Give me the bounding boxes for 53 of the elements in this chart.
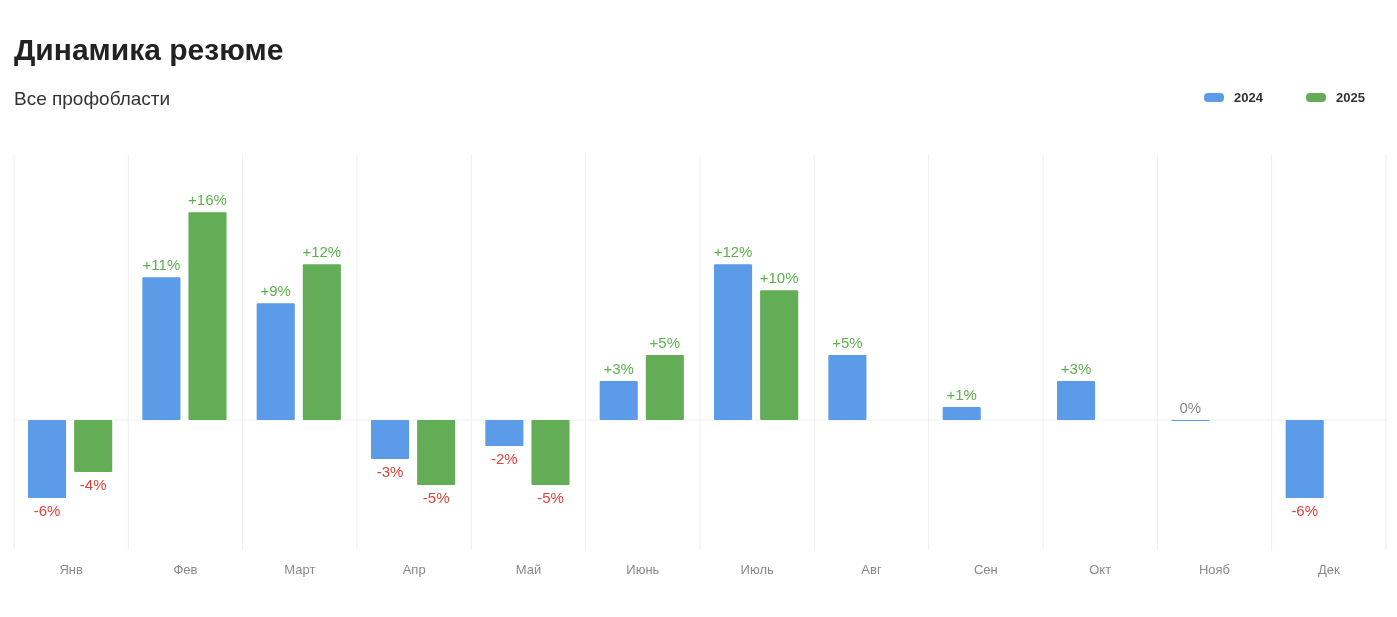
data-label: 0% xyxy=(1179,399,1202,417)
bar xyxy=(74,420,113,473)
data-label: +1% xyxy=(946,386,977,404)
data-label: -6% xyxy=(33,502,61,520)
bar xyxy=(256,303,295,421)
legend-label: 2025 xyxy=(1336,90,1365,105)
bar xyxy=(760,290,799,421)
data-label: -2% xyxy=(491,450,518,468)
x-tick-label: Окт xyxy=(1089,562,1112,577)
data-label: +9% xyxy=(260,282,291,300)
data-label: -3% xyxy=(376,463,404,481)
data-label: +10% xyxy=(759,269,799,287)
x-tick-label: Авг xyxy=(861,562,882,577)
data-label: +5% xyxy=(649,334,681,352)
x-tick-label: Май xyxy=(515,562,542,577)
data-label: -6% xyxy=(1291,502,1319,520)
bar xyxy=(142,277,181,421)
x-tick-label: Дек xyxy=(1317,562,1340,577)
bar xyxy=(942,407,981,421)
data-label: +12% xyxy=(713,243,753,261)
data-label: -4% xyxy=(79,476,107,494)
data-label: +12% xyxy=(302,243,342,261)
x-tick-label: Нояб xyxy=(1198,562,1231,577)
bar xyxy=(599,381,638,421)
bar xyxy=(1285,420,1324,499)
data-label: +3% xyxy=(603,360,634,378)
data-label: +16% xyxy=(188,191,227,209)
x-tick-label: Июнь xyxy=(626,562,660,577)
bar xyxy=(417,420,456,486)
bar xyxy=(714,264,753,421)
x-tick-label: Сен xyxy=(973,562,998,577)
data-label: -5% xyxy=(422,489,450,507)
x-tick-label: Фев xyxy=(173,562,198,577)
bar xyxy=(828,355,867,421)
data-label: +3% xyxy=(1060,360,1092,378)
bar xyxy=(188,212,227,421)
x-tick-label: Апр xyxy=(402,562,426,577)
x-tick-label: Янв xyxy=(59,562,83,577)
bar xyxy=(371,420,410,460)
bar xyxy=(485,420,524,447)
legend-label: 2024 xyxy=(1234,90,1264,105)
x-tick-label: Март xyxy=(284,562,316,577)
bar xyxy=(302,264,341,421)
data-label: +5% xyxy=(832,334,863,352)
x-tick-label: Июль xyxy=(740,562,774,577)
bar xyxy=(531,420,570,486)
chart-subtitle: Все профобласти xyxy=(14,88,171,109)
data-label: -5% xyxy=(537,489,564,507)
chart-title: Динамика резюме xyxy=(14,33,284,66)
bar xyxy=(1057,381,1096,421)
bar xyxy=(645,355,684,421)
data-label: +11% xyxy=(142,256,181,274)
bar xyxy=(28,420,67,499)
